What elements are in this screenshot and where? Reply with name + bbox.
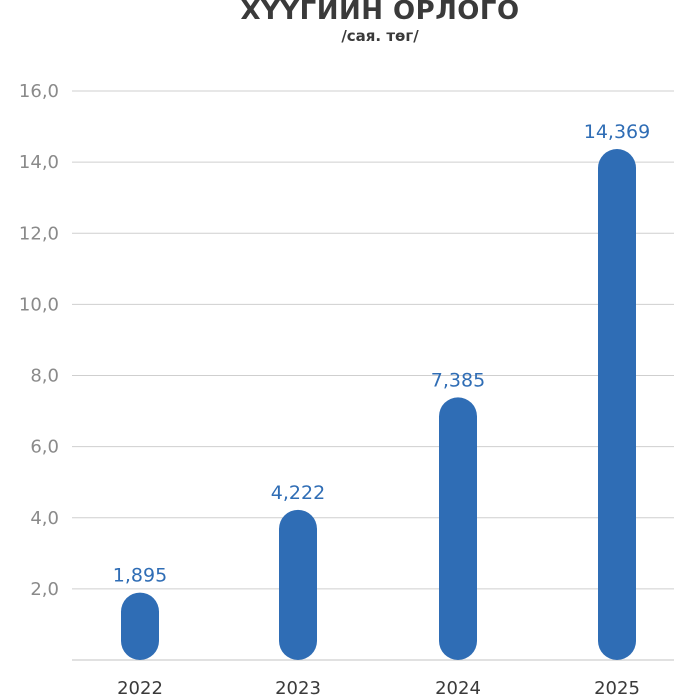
y-tick-label: 14,0 <box>19 152 59 173</box>
x-tick-label: 2022 <box>117 678 163 697</box>
bar <box>121 592 159 660</box>
data-label: 1,895 <box>113 565 167 587</box>
data-label: 14,369 <box>584 121 650 143</box>
y-tick-label: 8,0 <box>30 366 59 387</box>
data-label: 7,385 <box>431 369 485 391</box>
y-tick-label: 4,0 <box>30 508 59 529</box>
chart-subtitle: /сая. төг/ <box>341 27 419 45</box>
data-label: 4,222 <box>271 482 325 504</box>
y-tick-label: 16,0 <box>19 81 59 102</box>
y-tick-label: 10,0 <box>19 294 59 315</box>
bar <box>598 149 636 660</box>
chart-title: ХҮҮГИЙН ОРЛОГО <box>240 0 520 26</box>
y-tick-label: 12,0 <box>19 223 59 244</box>
y-tick-label: 2,0 <box>30 579 59 600</box>
bar <box>279 509 317 660</box>
y-tick-label: 6,0 <box>30 437 59 458</box>
x-tick-label: 2023 <box>275 678 321 697</box>
x-tick-label: 2025 <box>594 678 640 697</box>
x-tick-label: 2024 <box>435 678 481 697</box>
bar <box>439 397 477 660</box>
